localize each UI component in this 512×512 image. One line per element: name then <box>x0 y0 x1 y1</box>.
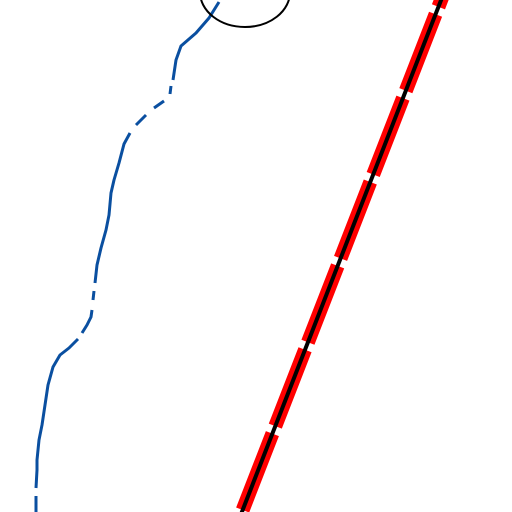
waterway-segment-3 <box>153 99 165 110</box>
waterway-segment-7 <box>80 309 94 334</box>
waterway-segment-5 <box>93 132 132 284</box>
waterway-segment-8 <box>34 337 80 489</box>
waterway <box>34 1 221 512</box>
waterway-segment-6 <box>91 290 96 301</box>
railway-center-line <box>239 0 444 512</box>
waterway-segment-2 <box>168 85 173 95</box>
railway <box>234 0 449 512</box>
waterway-segment-4 <box>134 113 148 127</box>
circle-marker <box>200 0 290 28</box>
